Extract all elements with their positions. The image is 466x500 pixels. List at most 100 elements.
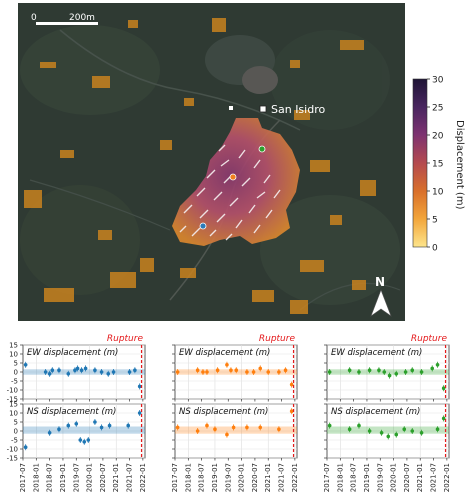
data-point [258, 366, 263, 371]
data-point [86, 438, 91, 442]
panel-title: NS displacement (m) [179, 407, 268, 417]
data-point [215, 368, 220, 373]
x-tick-label: 2018-07 [350, 463, 358, 492]
panel-ew-2: Rupture EW displacement (m) [172, 334, 298, 402]
y-tick-label: 15 [9, 401, 18, 409]
data-point [47, 431, 52, 435]
y-tick-label: -15 [7, 455, 18, 463]
panel-ns-2: NS displacement (m) 2017-07 2018-01 2018-07… [171, 403, 299, 492]
rupture-label: Rupture [259, 334, 296, 344]
rupture-label: Rupture [411, 334, 448, 344]
data-point [379, 431, 384, 435]
x-tick-label: 2022-01 [291, 463, 299, 492]
x-tick-label: 2022-01 [139, 463, 147, 492]
x-tick-label: 2018-07 [46, 463, 54, 492]
town-marker-secondary [229, 106, 233, 110]
data-point [403, 370, 408, 374]
y-tick-label: 15 [9, 342, 18, 350]
scale-bar-start-label: 0 [31, 13, 37, 23]
sample-point-blue [199, 222, 207, 230]
data-point [82, 440, 87, 444]
data-point [289, 382, 294, 387]
x-tick-label: 2021-01 [264, 463, 272, 492]
x-tick-label: 2020-01 [390, 463, 398, 492]
data-point [266, 370, 271, 374]
data-point [66, 423, 71, 428]
data-point [251, 370, 256, 374]
sample-point-orange [229, 173, 237, 181]
data-point [225, 363, 229, 367]
uncertainty-band [327, 426, 449, 434]
data-point [435, 427, 440, 432]
data-point [357, 423, 361, 428]
data-point [73, 368, 77, 373]
data-point [78, 438, 83, 442]
displacement-arrows [179, 144, 281, 241]
data-point [382, 370, 387, 374]
data-point [43, 370, 48, 374]
data-point [402, 427, 407, 432]
scale-bar [36, 22, 98, 25]
y-tick-label: -10 [7, 446, 18, 454]
data-point [99, 370, 104, 374]
data-point [277, 370, 281, 374]
panel-title: NS displacement (m) [27, 407, 116, 417]
data-point [107, 423, 112, 428]
data-point [175, 370, 180, 374]
data-point [229, 368, 233, 373]
scale-bar-end-label: 200m [69, 13, 95, 23]
panel-title: EW displacement (m) [331, 348, 422, 358]
x-tick-label: 2017-07 [171, 463, 179, 492]
x-tick-label: 2021-01 [416, 463, 424, 492]
data-point [111, 370, 116, 374]
panel-title: EW displacement (m) [179, 348, 270, 358]
data-point [137, 384, 142, 389]
y-tick-label: 5 [14, 360, 18, 368]
data-point [367, 429, 372, 433]
x-tick-label: 2018-01 [32, 463, 40, 492]
x-tick-label: 2019-07 [376, 463, 384, 492]
data-point [127, 370, 132, 374]
uncertainty-band [23, 426, 145, 434]
y-tick-label: 10 [9, 410, 18, 418]
x-tick-label: 2017-07 [323, 463, 331, 492]
data-point [195, 368, 200, 373]
x-tick-label: 2021-07 [278, 463, 286, 492]
y-tick-label: 0 [14, 428, 18, 436]
data-point [430, 366, 435, 371]
data-point [99, 425, 104, 430]
y-tick-label: 10 [9, 351, 18, 359]
panel-title: NS displacement (m) [331, 407, 420, 417]
x-tick-label: 2019-01 [363, 463, 371, 492]
data-point [74, 422, 79, 426]
x-tick-label: 2021-07 [126, 463, 134, 492]
data-point [347, 427, 352, 432]
data-point [195, 429, 200, 433]
x-tick-label: 2019-01 [59, 463, 67, 492]
colorbar-tick-label: 25 [432, 104, 443, 114]
y-tick-label: -15 [7, 396, 18, 404]
data-point [327, 370, 332, 374]
data-point [347, 368, 352, 373]
data-point [126, 423, 131, 428]
terrain-texture [20, 25, 401, 311]
data-point [410, 368, 415, 373]
decorrelation-patches [24, 18, 376, 314]
y-tick-label: -5 [11, 437, 18, 445]
north-label: N [375, 275, 385, 289]
data-point [93, 420, 97, 424]
data-point [327, 423, 332, 428]
data-point [75, 366, 80, 371]
panel-title: EW displacement (m) [27, 348, 118, 358]
x-tick-label: 2021-07 [430, 463, 438, 492]
data-point [234, 368, 239, 373]
data-point [357, 370, 361, 374]
town-marker-main [259, 105, 267, 113]
colorbar-tick-label: 5 [432, 216, 438, 226]
colorbar: 0 5 10 15 20 25 30 Displacement (m) [412, 76, 465, 254]
x-tick-label: 2020-07 [99, 463, 107, 492]
